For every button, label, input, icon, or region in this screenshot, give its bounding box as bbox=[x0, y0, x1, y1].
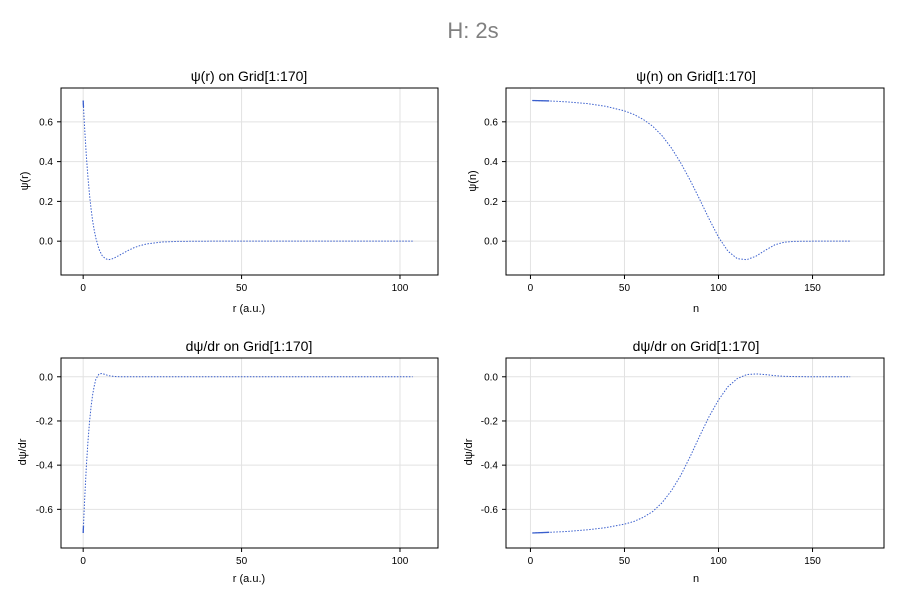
x-tick-label: 150 bbox=[804, 556, 821, 567]
panel-title: dψ/dr on Grid[1:170] bbox=[186, 338, 313, 354]
x-tick-label: 100 bbox=[392, 556, 409, 567]
x-axis-label: r (a.u.) bbox=[233, 303, 265, 315]
x-tick-label: 0 bbox=[528, 283, 534, 294]
y-tick-label: 0.4 bbox=[39, 157, 53, 168]
panel-title: dψ/dr on Grid[1:170] bbox=[633, 338, 760, 354]
y-tick-label: 0.6 bbox=[484, 117, 498, 128]
x-tick-label: 0 bbox=[528, 556, 534, 567]
y-tick-label: 0.0 bbox=[39, 372, 53, 383]
y-tick-label: -0.4 bbox=[481, 461, 499, 472]
x-axis-label: n bbox=[693, 303, 699, 315]
x-axis-label: r (a.u.) bbox=[233, 573, 265, 585]
y-tick-label: -0.2 bbox=[36, 416, 54, 427]
y-axis-label: ψ(n) bbox=[467, 170, 479, 191]
panel-psi-r: ψ(r) on Grid[1:170] r (a.u.) ψ(r) 0 50 100… bbox=[19, 68, 439, 315]
x-tick-label: 50 bbox=[619, 556, 631, 567]
panel-psi-n: ψ(n) on Grid[1:170] n ψ(n) 0 50 100 150 0.0 0… bbox=[467, 68, 885, 315]
y-tick-label: -0.2 bbox=[481, 416, 499, 427]
plot-frame bbox=[60, 357, 439, 549]
panel-title: ψ(r) on Grid[1:170] bbox=[191, 68, 308, 84]
x-tick-label: 100 bbox=[710, 556, 727, 567]
plot-frame bbox=[505, 357, 885, 549]
y-axis-label: ψ(r) bbox=[19, 172, 31, 191]
x-tick-label: 50 bbox=[236, 283, 248, 294]
y-tick-label: -0.6 bbox=[36, 505, 54, 516]
y-tick-label: 0.4 bbox=[484, 157, 498, 168]
x-axis-label: n bbox=[693, 573, 699, 585]
x-tick-label: 50 bbox=[236, 556, 248, 567]
y-tick-label: -0.4 bbox=[36, 461, 54, 472]
x-tick-label: 50 bbox=[619, 283, 631, 294]
y-tick-label: 0.0 bbox=[39, 237, 53, 248]
y-tick-label: 0.0 bbox=[484, 372, 498, 383]
series-line bbox=[532, 373, 851, 534]
series-line bbox=[532, 100, 851, 261]
x-tick-label: 100 bbox=[710, 283, 727, 294]
plot-frame bbox=[505, 87, 885, 276]
series-line bbox=[82, 100, 413, 261]
series-line bbox=[82, 372, 413, 534]
x-tick-label: 0 bbox=[80, 556, 86, 567]
y-tick-label: 0.2 bbox=[39, 197, 53, 208]
y-tick-label: -0.6 bbox=[481, 505, 499, 516]
panel-dpsi-r: dψ/dr on Grid[1:170] r (a.u.) dψ/dr 0 50 1… bbox=[17, 338, 439, 585]
y-axis-label: dψ/dr bbox=[17, 438, 29, 465]
x-tick-label: 0 bbox=[80, 283, 86, 294]
panel-dpsi-n: dψ/dr on Grid[1:170] n dψ/dr 0 50 100 150 0.… bbox=[463, 338, 885, 585]
x-tick-label: 150 bbox=[804, 283, 821, 294]
y-axis-label: dψ/dr bbox=[463, 438, 475, 465]
panel-title: ψ(n) on Grid[1:170] bbox=[636, 68, 756, 84]
y-tick-label: 0.6 bbox=[39, 117, 53, 128]
figure-suptitle: H: 2s bbox=[447, 18, 498, 43]
y-tick-label: 0.0 bbox=[484, 237, 498, 248]
x-tick-label: 100 bbox=[392, 283, 409, 294]
series-start-segment bbox=[532, 531, 550, 534]
plot-frame bbox=[60, 87, 439, 276]
y-tick-label: 0.2 bbox=[484, 197, 498, 208]
